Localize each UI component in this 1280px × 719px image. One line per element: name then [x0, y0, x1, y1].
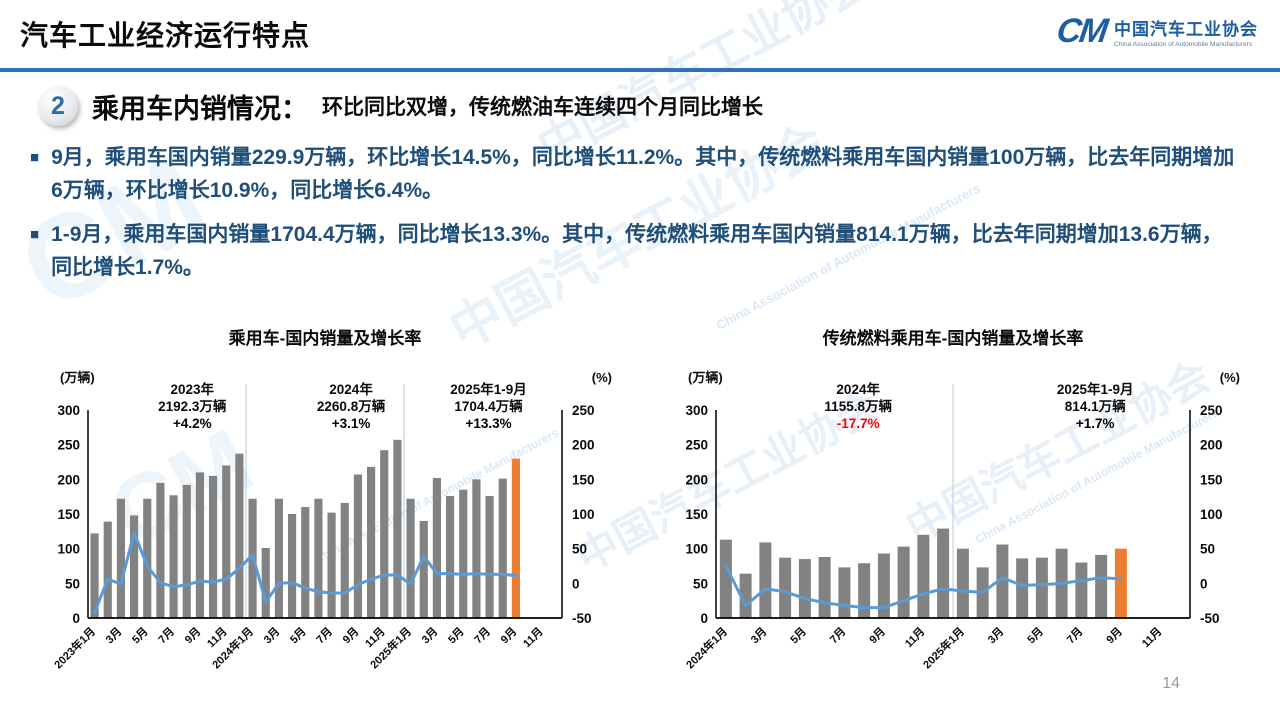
svg-text:2025年1-9月: 2025年1-9月: [450, 381, 527, 397]
svg-text:乘用车-国内销量及增长率: 乘用车-国内销量及增长率: [228, 328, 422, 348]
svg-text:2192.3万辆: 2192.3万辆: [158, 398, 227, 414]
svg-text:150: 150: [1200, 472, 1223, 487]
chart-traditional-fuel-domestic-sales: 传统燃料乘用车-国内销量及增长率 (万辆) (%) 0 50 100 150 200 250 30…: [683, 328, 1240, 671]
svg-text:1704.4万辆: 1704.4万辆: [454, 398, 523, 414]
svg-text:200: 200: [572, 438, 595, 453]
svg-text:(万辆): (万辆): [688, 370, 723, 385]
svg-text:100: 100: [685, 542, 708, 557]
svg-text:+3.1%: +3.1%: [332, 416, 371, 431]
svg-text:+13.3%: +13.3%: [465, 416, 511, 431]
page-title: 汽车工业经济运行特点: [20, 20, 311, 51]
svg-text:-50: -50: [572, 611, 592, 626]
svg-text:3月: 3月: [985, 625, 1006, 646]
section-number-badge: 2: [38, 86, 78, 126]
svg-text:9月: 9月: [867, 625, 888, 646]
bullet-item: ■ 1-9月，乘用车国内销量1704.4万辆，同比增长13.3%。其中，传统燃料…: [30, 219, 1252, 284]
svg-text:2024年: 2024年: [329, 381, 373, 397]
caam-logo-text: 中国汽车工业协会 China Association of Automobile…: [1114, 15, 1258, 48]
svg-text:2024年1月: 2024年1月: [683, 624, 730, 671]
svg-text:9月: 9月: [1104, 625, 1125, 646]
chart-passenger-car-domestic-sales: 乘用车-国内销量及增长率 (万辆) (%) 0 50 100 150 200 250 300 -50…: [51, 328, 612, 671]
svg-text:+4.2%: +4.2%: [173, 416, 212, 431]
svg-text:300: 300: [57, 403, 80, 418]
svg-text:200: 200: [685, 472, 708, 487]
svg-text:7月: 7月: [472, 625, 493, 646]
svg-text:2260.8万辆: 2260.8万辆: [317, 398, 386, 414]
header: 汽车工业经济运行特点 CM 中国汽车工业协会 China Association…: [0, 0, 1280, 68]
svg-text:200: 200: [1200, 438, 1223, 453]
bullet-list: ■ 9月，乘用车国内销量229.9万辆，环比增长14.5%，同比增长11.2%。…: [30, 142, 1252, 284]
svg-text:2023年1月: 2023年1月: [51, 624, 98, 671]
svg-text:11月: 11月: [520, 625, 545, 650]
svg-text:250: 250: [572, 403, 595, 418]
svg-text:9月: 9月: [498, 625, 519, 646]
svg-text:0: 0: [72, 611, 80, 626]
svg-text:2025年1-9月: 2025年1-9月: [1057, 381, 1134, 397]
bullet-text: 9月，乘用车国内销量229.9万辆，环比增长14.5%，同比增长11.2%。其中…: [51, 146, 1235, 202]
svg-text:3月: 3月: [748, 625, 769, 646]
svg-text:150: 150: [57, 507, 80, 522]
svg-text:150: 150: [572, 472, 595, 487]
charts-area: 乘用车-国内销量及增长率 (万辆) (%) 0 50 100 150 200 250 300 -50…: [0, 322, 1280, 687]
svg-text:100: 100: [1200, 507, 1223, 522]
svg-text:+1.7%: +1.7%: [1076, 416, 1115, 431]
svg-text:9月: 9月: [182, 625, 203, 646]
svg-text:5月: 5月: [788, 625, 809, 646]
svg-text:100: 100: [57, 542, 80, 557]
svg-text:9月: 9月: [340, 625, 361, 646]
svg-text:11月: 11月: [902, 625, 927, 650]
svg-text:150: 150: [685, 507, 708, 522]
svg-text:(%): (%): [592, 370, 612, 385]
bullet-text: 1-9月，乘用车国内销量1704.4万辆，同比增长13.3%。其中，传统燃料乘用…: [51, 223, 1223, 279]
svg-text:50: 50: [572, 542, 587, 557]
svg-text:250: 250: [685, 438, 708, 453]
svg-text:5月: 5月: [129, 625, 150, 646]
svg-text:50: 50: [693, 576, 708, 591]
section-subtitle: 环比同比双增，传统燃油车连续四个月同比增长: [322, 96, 763, 119]
svg-text:5月: 5月: [445, 625, 466, 646]
title-divider-rule: [0, 68, 1280, 72]
svg-text:250: 250: [1200, 403, 1223, 418]
svg-text:传统燃料乘用车-国内销量及增长率: 传统燃料乘用车-国内销量及增长率: [822, 328, 1084, 348]
svg-text:7月: 7月: [314, 625, 335, 646]
svg-text:-50: -50: [1200, 611, 1220, 626]
bullet-square-icon: ■: [30, 149, 40, 166]
logo-org-name-cn: 中国汽车工业协会: [1114, 19, 1258, 39]
svg-text:(%): (%): [1220, 370, 1240, 385]
svg-text:7月: 7月: [1064, 625, 1085, 646]
bullet-item: ■ 9月，乘用车国内销量229.9万辆，环比增长14.5%，同比增长11.2%。…: [30, 142, 1252, 207]
section-title: 乘用车内销情况：: [92, 93, 308, 124]
logo-org-name-en: China Association of Automobile Manufact…: [1114, 40, 1253, 48]
svg-text:3月: 3月: [419, 625, 440, 646]
svg-text:5月: 5月: [287, 625, 308, 646]
svg-text:200: 200: [57, 472, 80, 487]
svg-text:250: 250: [57, 438, 80, 453]
svg-text:814.1万辆: 814.1万辆: [1065, 398, 1126, 414]
section-heading: 2 乘用车内销情况： 环比同比双增，传统燃油车连续四个月同比增长: [38, 86, 1280, 126]
svg-text:2024年: 2024年: [836, 381, 880, 397]
svg-text:50: 50: [1200, 542, 1215, 557]
page-number: 14: [1162, 675, 1180, 692]
svg-text:0: 0: [700, 611, 708, 626]
svg-text:3月: 3月: [103, 625, 124, 646]
svg-text:2023年: 2023年: [171, 381, 215, 397]
caam-logo-mark-icon: CM: [1054, 12, 1109, 50]
svg-text:3月: 3月: [261, 625, 282, 646]
caam-logo: CM 中国汽车工业协会 China Association of Automob…: [1054, 12, 1258, 50]
svg-text:7月: 7月: [827, 625, 848, 646]
svg-text:11月: 11月: [1139, 625, 1164, 650]
svg-text:1155.8万辆: 1155.8万辆: [824, 398, 892, 414]
svg-text:(万辆): (万辆): [60, 370, 95, 385]
svg-text:50: 50: [65, 576, 80, 591]
svg-text:0: 0: [572, 576, 580, 591]
svg-text:0: 0: [1200, 576, 1208, 591]
svg-text:100: 100: [572, 507, 595, 522]
svg-text:-17.7%: -17.7%: [837, 416, 880, 431]
svg-text:2025年1月: 2025年1月: [920, 624, 967, 671]
bullet-square-icon: ■: [30, 226, 40, 244]
svg-text:5月: 5月: [1025, 625, 1046, 646]
svg-text:7月: 7月: [156, 625, 177, 646]
svg-text:300: 300: [685, 403, 708, 418]
